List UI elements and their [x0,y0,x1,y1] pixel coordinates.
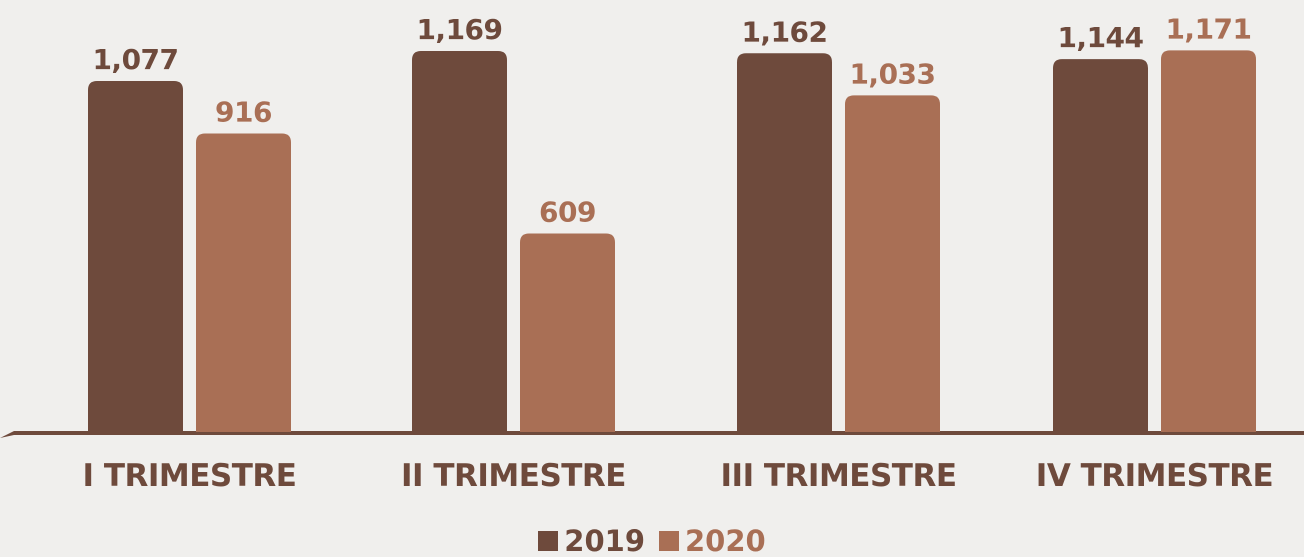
x-axis-line [0,431,1304,438]
legend-item-2019: 2019 [538,524,645,557]
category-label-2: II TRIMESTRE [401,458,626,494]
legend-label-2020: 2020 [685,523,766,557]
data-label-2020-3: 1,033 [849,57,935,90]
category-label-4: IV TRIMESTRE [1036,458,1273,494]
legend-item-2020: 2020 [659,524,766,557]
category-label-3: III TRIMESTRE [721,458,957,494]
legend: 2019 2020 [0,524,1304,557]
bar-2019-4 [1053,59,1148,433]
data-label-2019-3: 1,162 [741,15,827,48]
data-label-2019-2: 1,169 [416,13,502,46]
legend-label-2019: 2019 [564,523,645,557]
bar-2019-1 [88,80,183,432]
data-label-2019-1: 1,077 [92,43,178,76]
data-label-2020-2: 609 [539,196,596,229]
data-label-2019-4: 1,144 [1057,21,1143,54]
bar-2020-3 [845,95,940,432]
legend-swatch-2019 [538,530,559,551]
bar-2020-2 [520,233,615,432]
bar-2020-4 [1161,50,1256,433]
legend-swatch-2020 [659,530,679,551]
category-label-1: I TRIMESTRE [83,458,297,494]
data-label-2020-1: 916 [215,95,272,128]
bar-2019-2 [412,51,507,432]
bar-2020-1 [196,133,291,433]
data-label-2020-4: 1,171 [1165,12,1251,45]
bar-2019-3 [737,53,832,433]
